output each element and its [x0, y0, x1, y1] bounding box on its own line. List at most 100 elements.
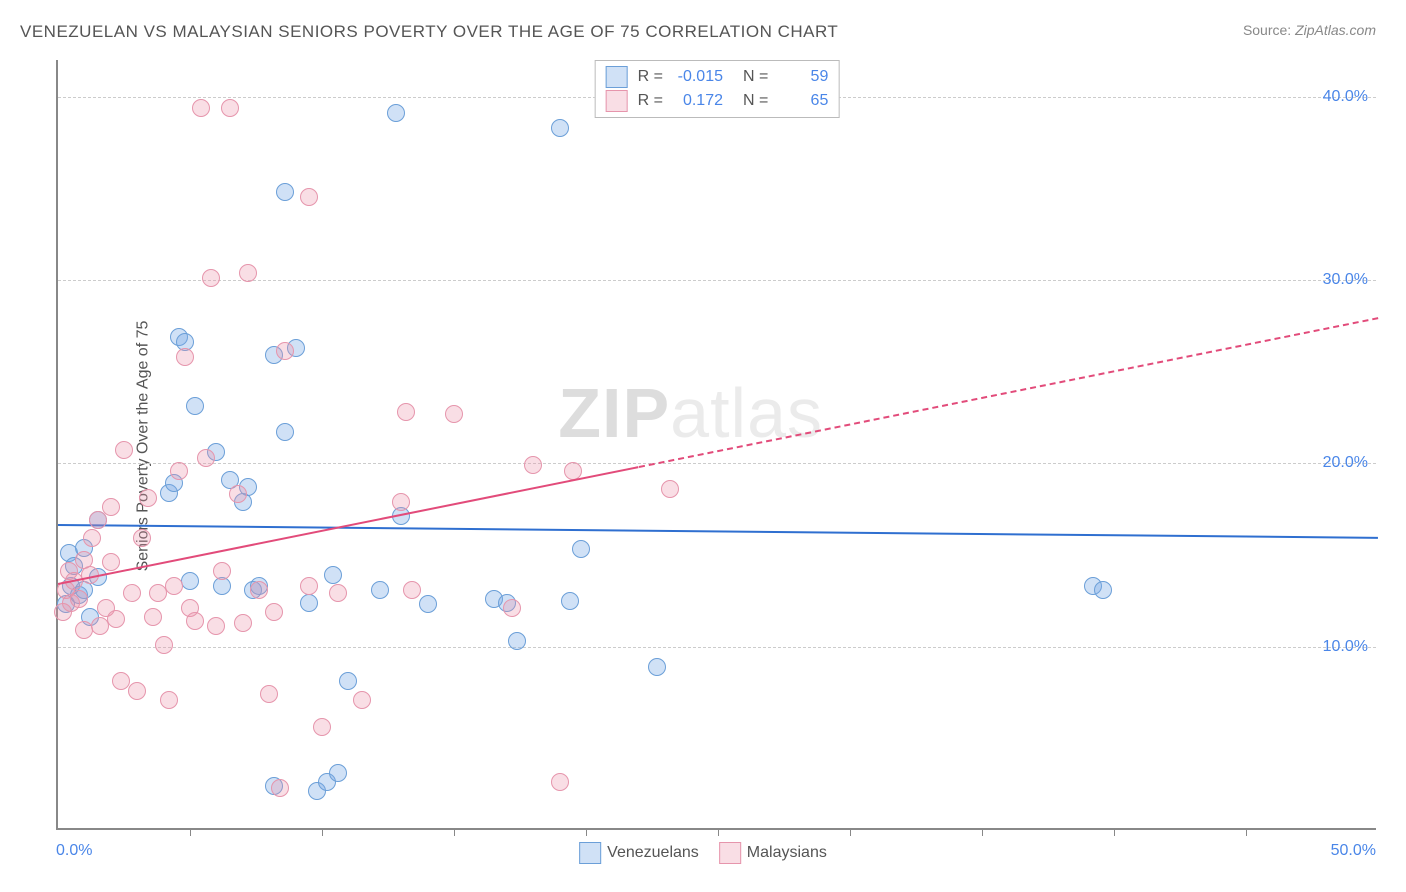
malaysians-point — [107, 610, 125, 628]
legend-r-label: R = — [638, 68, 663, 86]
y-tick-label: 30.0% — [1323, 271, 1368, 289]
malaysians-point — [221, 99, 239, 117]
gridline — [58, 647, 1376, 648]
bottom-legend-label-venezuelans: Venezuelans — [607, 844, 699, 861]
bottom-legend-item-malaysians: Malaysians — [719, 842, 827, 864]
x-tick — [322, 828, 323, 836]
malaysians-point — [300, 577, 318, 595]
malaysians-point — [170, 462, 188, 480]
malaysians-point — [176, 348, 194, 366]
venezuelans-point — [648, 658, 666, 676]
malaysians-point — [250, 581, 268, 599]
y-tick-label: 10.0% — [1323, 638, 1368, 656]
malaysians-point — [661, 480, 679, 498]
legend-n-label: N = — [743, 92, 768, 110]
malaysians-point — [265, 603, 283, 621]
malaysians-point — [133, 529, 151, 547]
x-tick — [586, 828, 587, 836]
venezuelans-point — [324, 566, 342, 584]
malaysians-point — [102, 553, 120, 571]
x-tick — [454, 828, 455, 836]
legend-stats-row-malaysians: R =0.172N =65 — [606, 89, 829, 113]
malaysians-point — [128, 682, 146, 700]
legend-swatch-malaysians — [606, 90, 628, 112]
malaysians-point — [445, 405, 463, 423]
venezuelans-point — [387, 104, 405, 122]
legend-swatch-venezuelans — [606, 66, 628, 88]
malaysians-point — [564, 462, 582, 480]
malaysians-point — [353, 691, 371, 709]
venezuelans-point — [339, 672, 357, 690]
malaysians-point — [229, 485, 247, 503]
malaysians-point — [397, 403, 415, 421]
malaysians-point — [403, 581, 421, 599]
source-value: ZipAtlas.com — [1295, 22, 1376, 38]
malaysians-trendline-dashed — [639, 317, 1379, 468]
legend-n-value-venezuelans: 59 — [778, 68, 828, 86]
malaysians-point — [186, 612, 204, 630]
malaysians-point — [144, 608, 162, 626]
malaysians-point — [329, 584, 347, 602]
malaysians-point — [271, 779, 289, 797]
malaysians-point — [165, 577, 183, 595]
malaysians-point — [83, 529, 101, 547]
legend-stats-box: R =-0.015N =59R =0.172N =65 — [595, 60, 840, 118]
venezuelans-point — [508, 632, 526, 650]
malaysians-point — [213, 562, 231, 580]
venezuelans-point — [1094, 581, 1112, 599]
malaysians-point — [524, 456, 542, 474]
malaysians-point — [260, 685, 278, 703]
venezuelans-point — [572, 540, 590, 558]
x-axis-min-label: 0.0% — [56, 842, 92, 860]
malaysians-point — [102, 498, 120, 516]
venezuelans-point — [181, 572, 199, 590]
venezuelans-point — [276, 423, 294, 441]
legend-n-label: N = — [743, 68, 768, 86]
venezuelans-point — [186, 397, 204, 415]
venezuelans-trendline — [58, 524, 1378, 539]
malaysians-point — [139, 489, 157, 507]
legend-stats-row-venezuelans: R =-0.015N =59 — [606, 65, 829, 89]
venezuelans-point — [551, 119, 569, 137]
bottom-legend-item-venezuelans: Venezuelans — [579, 842, 699, 864]
malaysians-point — [313, 718, 331, 736]
malaysians-point — [207, 617, 225, 635]
legend-n-value-malaysians: 65 — [778, 92, 828, 110]
x-tick — [982, 828, 983, 836]
source-label: Source: — [1243, 22, 1291, 38]
malaysians-point — [503, 599, 521, 617]
bottom-legend: Venezuelans Malaysians — [579, 842, 827, 864]
malaysians-point — [155, 636, 173, 654]
venezuelans-point — [419, 595, 437, 613]
x-tick — [190, 828, 191, 836]
malaysians-point — [234, 614, 252, 632]
malaysians-point — [551, 773, 569, 791]
venezuelans-point — [329, 764, 347, 782]
malaysians-point — [202, 269, 220, 287]
legend-r-label: R = — [638, 92, 663, 110]
plot-area: ZIPatlas R =-0.015N =59R =0.172N =65 10.… — [56, 60, 1376, 830]
malaysians-point — [192, 99, 210, 117]
bottom-legend-label-malaysians: Malaysians — [747, 844, 827, 861]
x-tick — [718, 828, 719, 836]
x-tick — [1246, 828, 1247, 836]
source-attribution: Source: ZipAtlas.com — [1243, 22, 1376, 38]
x-axis-max-label: 50.0% — [1331, 842, 1376, 860]
gridline — [58, 463, 1376, 464]
y-tick-label: 40.0% — [1323, 88, 1368, 106]
malaysians-point — [197, 449, 215, 467]
bottom-legend-swatch-venezuelans — [579, 842, 601, 864]
malaysians-point — [239, 264, 257, 282]
malaysians-point — [115, 441, 133, 459]
bottom-legend-swatch-malaysians — [719, 842, 741, 864]
watermark: ZIPatlas — [558, 373, 823, 453]
gridline — [58, 280, 1376, 281]
chart-title: VENEZUELAN VS MALAYSIAN SENIORS POVERTY … — [20, 22, 838, 42]
malaysians-point — [392, 493, 410, 511]
venezuelans-point — [300, 594, 318, 612]
malaysians-point — [276, 342, 294, 360]
venezuelans-point — [561, 592, 579, 610]
venezuelans-point — [276, 183, 294, 201]
malaysians-point — [70, 590, 88, 608]
malaysians-point — [123, 584, 141, 602]
